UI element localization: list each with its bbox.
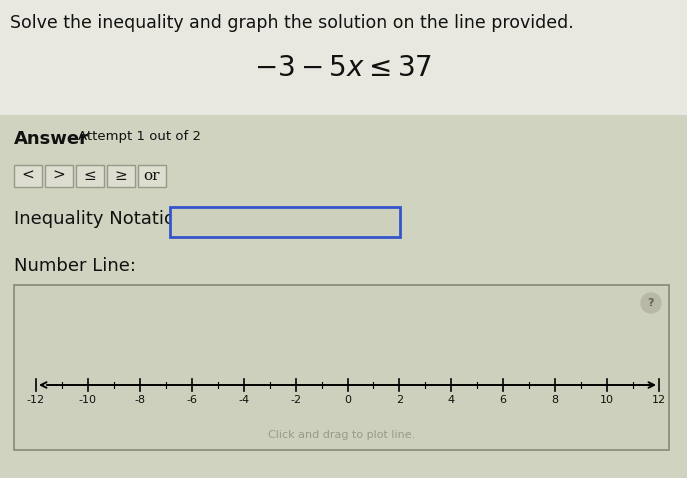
Bar	[138, 165, 166, 187]
Text: -2: -2	[290, 395, 301, 405]
Bar	[0, 115, 687, 478]
Text: -10: -10	[79, 395, 97, 405]
Text: 6: 6	[499, 395, 507, 405]
Bar	[45, 165, 73, 187]
Text: -6: -6	[186, 395, 197, 405]
Text: Number Line:: Number Line:	[14, 257, 136, 275]
Bar	[14, 165, 42, 187]
Text: 8: 8	[552, 395, 559, 405]
Text: 10: 10	[600, 395, 614, 405]
Text: 0: 0	[344, 395, 351, 405]
Bar	[14, 285, 669, 450]
Text: Click and drag to plot line.: Click and drag to plot line.	[268, 430, 415, 440]
Text: -12: -12	[27, 395, 45, 405]
Text: ≥: ≥	[115, 169, 127, 183]
Text: -8: -8	[134, 395, 146, 405]
Text: -4: -4	[238, 395, 249, 405]
Text: Solve the inequality and graph the solution on the line provided.: Solve the inequality and graph the solut…	[10, 14, 574, 32]
Text: >: >	[53, 169, 65, 183]
Text: $-3-5x \leq 37$: $-3-5x \leq 37$	[254, 55, 432, 82]
Text: 12: 12	[652, 395, 666, 405]
Text: ≤: ≤	[84, 169, 96, 183]
Text: 2: 2	[396, 395, 403, 405]
Text: ?: ?	[648, 298, 654, 308]
Bar	[76, 165, 104, 187]
Text: Attempt 1 out of 2: Attempt 1 out of 2	[78, 130, 201, 143]
Bar	[107, 165, 135, 187]
Text: 4: 4	[448, 395, 455, 405]
Text: <: <	[21, 169, 34, 183]
Text: or: or	[144, 169, 160, 183]
Text: Answer: Answer	[14, 130, 89, 148]
Text: Inequality Notation:: Inequality Notation:	[14, 210, 192, 228]
Bar	[170, 207, 400, 237]
Bar	[0, 0, 687, 115]
Circle shape	[641, 293, 661, 313]
